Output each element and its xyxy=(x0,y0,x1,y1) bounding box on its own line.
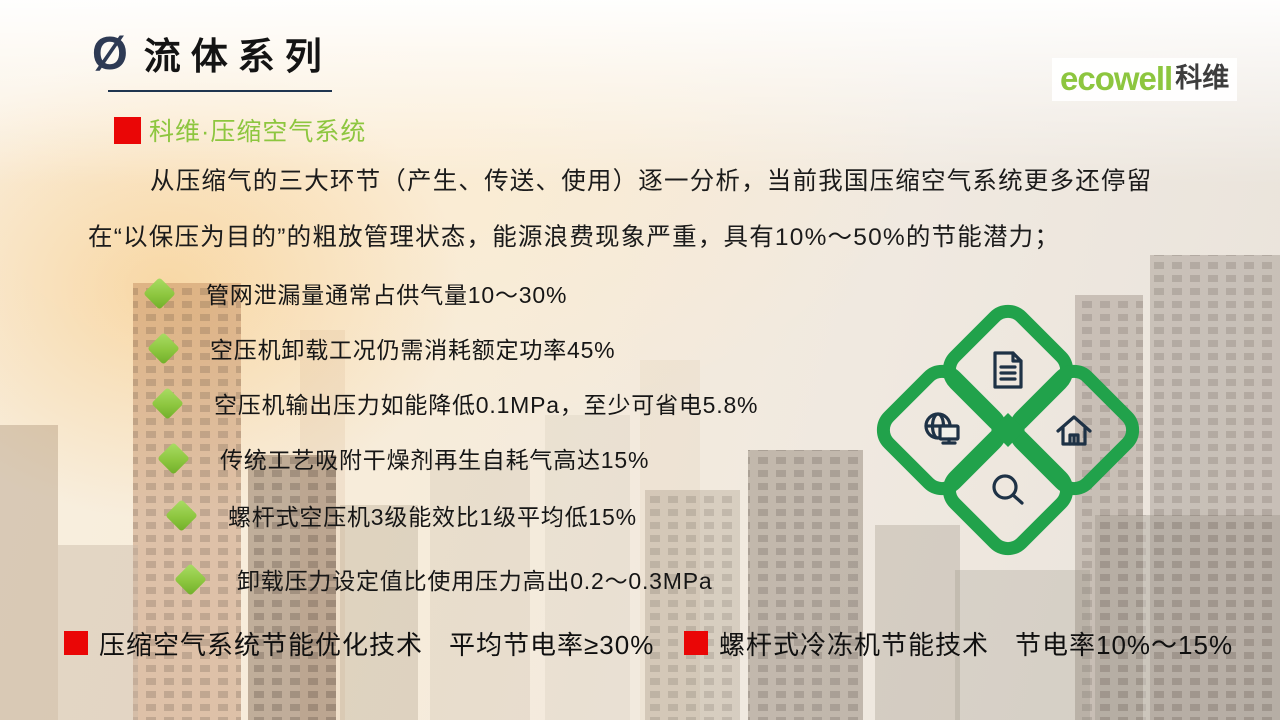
diamond-bullet-icon xyxy=(165,498,198,532)
logo-cn-text: 科维 xyxy=(1175,63,1230,93)
section-heading-text: 科维·压缩空气系统 xyxy=(149,118,367,146)
diamond-bullet-icon xyxy=(143,276,176,310)
list-item-text: 空压机卸载工况仍需消耗额定功率45% xyxy=(210,337,616,363)
diameter-icon: Ø xyxy=(92,27,128,79)
footer-right-value: 节电率10%～15% xyxy=(1015,629,1234,660)
slide-header: Ø 流体系列 xyxy=(92,26,332,80)
list-item-text: 管网泄漏量通常占供气量10～30% xyxy=(206,282,568,308)
diamond-bullet-icon xyxy=(174,562,207,596)
page-title: 流体系列 xyxy=(143,36,332,77)
search-icon xyxy=(992,474,1024,505)
document-icon xyxy=(993,351,1023,389)
list-item-text: 空压机输出压力如能降低0.1MPa，至少可省电5.8% xyxy=(214,392,759,418)
list-item-text: 传统工艺吸附干燥剂再生自耗气高达15% xyxy=(220,447,650,473)
footer-tech-right: 螺杆式冷冻机节能技术 节电率10%～15% xyxy=(684,626,1233,660)
list-item: 卸载压力设定值比使用压力高出0.2～0.3MPa xyxy=(174,562,712,596)
ecowell-logo: ecowell 科维 xyxy=(1052,58,1238,101)
section-heading: 科维·压缩空气系统 xyxy=(114,112,366,148)
list-item: 空压机卸载工况仍需消耗额定功率45% xyxy=(147,331,615,365)
title-underline xyxy=(108,90,332,92)
footer-left-value: 平均节电率≥30% xyxy=(449,629,655,660)
red-square-marker xyxy=(684,631,708,655)
list-item: 螺杆式空压机3级能效比1级平均低15% xyxy=(165,498,637,532)
buildings xyxy=(0,255,1280,720)
diamond-bullet-icon xyxy=(157,441,190,475)
red-square-marker xyxy=(64,631,88,655)
footer-tech-left: 压缩空气系统节能优化技术 平均节电率≥30% xyxy=(64,626,654,660)
home-icon xyxy=(1056,415,1092,446)
diamond-bullet-icon xyxy=(151,386,184,420)
logo-brand-text: ecowell xyxy=(1060,60,1173,97)
footer-left-label: 压缩空气系统节能优化技术 xyxy=(99,629,424,660)
list-item: 传统工艺吸附干燥剂再生自耗气高达15% xyxy=(157,441,649,475)
list-item-text: 螺杆式空压机3级能效比1级平均低15% xyxy=(228,504,637,530)
red-square-marker xyxy=(114,116,141,144)
list-item: 管网泄漏量通常占供气量10～30% xyxy=(143,276,567,310)
globe-monitor-icon xyxy=(924,412,960,445)
list-item-text: 卸载压力设定值比使用压力高出0.2～0.3MPa xyxy=(237,568,713,594)
clover-diamond-decoration xyxy=(876,304,1140,556)
paragraph-line-1: 从压缩气的三大环节（产生、传送、使用）逐一分析，当前我国压缩空气系统更多还停留 xyxy=(150,168,1153,195)
paragraph-line-2: 在“以保压为目的”的粗放管理状态，能源浪费现象严重，具有10%～50%的节能潜力… xyxy=(88,224,1061,251)
diamond-bullet-icon xyxy=(147,331,180,365)
footer-right-label: 螺杆式冷冻机节能技术 xyxy=(719,629,990,660)
list-item: 空压机输出压力如能降低0.1MPa，至少可省电5.8% xyxy=(151,386,758,420)
